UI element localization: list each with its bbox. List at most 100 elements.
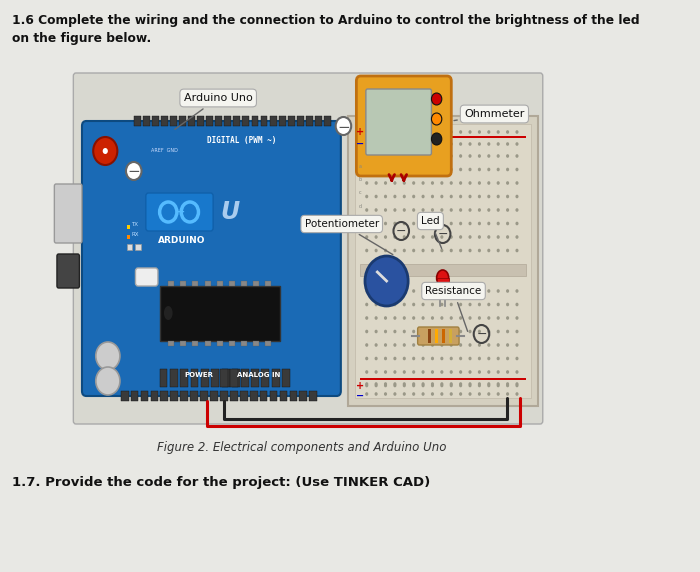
Circle shape xyxy=(431,329,434,333)
Circle shape xyxy=(103,148,108,154)
Circle shape xyxy=(506,343,509,347)
Bar xyxy=(232,369,240,387)
Text: AREF  GND: AREF GND xyxy=(151,148,178,153)
Circle shape xyxy=(393,316,396,320)
Circle shape xyxy=(515,168,519,171)
Circle shape xyxy=(402,181,406,185)
Circle shape xyxy=(365,316,368,320)
Circle shape xyxy=(384,384,387,387)
Circle shape xyxy=(421,329,425,333)
Circle shape xyxy=(412,329,415,333)
Circle shape xyxy=(496,329,500,333)
Bar xyxy=(270,391,277,401)
Ellipse shape xyxy=(164,306,173,320)
FancyBboxPatch shape xyxy=(356,76,452,176)
Bar xyxy=(190,369,199,387)
Circle shape xyxy=(412,357,415,360)
Text: +: + xyxy=(176,207,185,217)
Circle shape xyxy=(402,289,406,293)
Circle shape xyxy=(402,343,406,347)
Bar xyxy=(270,116,276,126)
Circle shape xyxy=(384,392,387,396)
Bar xyxy=(136,244,141,250)
Circle shape xyxy=(374,392,378,396)
Circle shape xyxy=(506,142,509,146)
Text: Led: Led xyxy=(421,216,442,248)
Circle shape xyxy=(468,289,472,293)
Circle shape xyxy=(459,235,462,239)
Circle shape xyxy=(515,316,519,320)
Circle shape xyxy=(487,357,491,360)
Circle shape xyxy=(506,303,509,306)
Text: POWER: POWER xyxy=(184,372,213,378)
Circle shape xyxy=(374,130,378,134)
Circle shape xyxy=(393,343,396,347)
Circle shape xyxy=(468,142,472,146)
Bar xyxy=(193,281,199,286)
Circle shape xyxy=(515,384,519,387)
Bar xyxy=(127,225,130,229)
Circle shape xyxy=(402,370,406,374)
Circle shape xyxy=(468,168,472,171)
Circle shape xyxy=(402,392,406,396)
Circle shape xyxy=(365,181,368,185)
Circle shape xyxy=(496,382,500,386)
Circle shape xyxy=(412,249,415,252)
Circle shape xyxy=(365,370,368,374)
Circle shape xyxy=(506,384,509,387)
Circle shape xyxy=(402,154,406,158)
Circle shape xyxy=(384,130,387,134)
Bar xyxy=(152,116,159,126)
Circle shape xyxy=(487,235,491,239)
Circle shape xyxy=(440,208,443,212)
Text: Resistance: Resistance xyxy=(426,286,482,331)
Circle shape xyxy=(431,357,434,360)
Circle shape xyxy=(449,181,453,185)
Circle shape xyxy=(459,303,462,306)
Circle shape xyxy=(393,370,396,374)
FancyBboxPatch shape xyxy=(146,193,213,231)
Text: Ohmmeter: Ohmmeter xyxy=(454,109,524,121)
Circle shape xyxy=(412,316,415,320)
Circle shape xyxy=(468,222,472,225)
Circle shape xyxy=(487,194,491,198)
Bar xyxy=(216,341,223,346)
Circle shape xyxy=(402,168,406,171)
Circle shape xyxy=(487,316,491,320)
Circle shape xyxy=(374,194,378,198)
Circle shape xyxy=(449,382,453,386)
Circle shape xyxy=(431,343,434,347)
Text: ANALOG IN: ANALOG IN xyxy=(237,372,281,378)
Circle shape xyxy=(365,256,408,306)
Circle shape xyxy=(365,357,368,360)
Circle shape xyxy=(515,154,519,158)
Circle shape xyxy=(478,208,481,212)
Bar xyxy=(435,329,438,343)
Bar xyxy=(204,341,211,346)
Circle shape xyxy=(393,194,396,198)
Circle shape xyxy=(487,384,491,387)
Bar xyxy=(190,391,198,401)
Bar xyxy=(143,116,150,126)
Circle shape xyxy=(440,357,443,360)
Circle shape xyxy=(487,168,491,171)
Circle shape xyxy=(515,249,519,252)
Circle shape xyxy=(449,154,453,158)
Text: d: d xyxy=(358,204,361,209)
Circle shape xyxy=(374,370,378,374)
Circle shape xyxy=(468,208,472,212)
Circle shape xyxy=(393,142,396,146)
Circle shape xyxy=(478,222,481,225)
Circle shape xyxy=(393,392,396,396)
Circle shape xyxy=(496,181,500,185)
Circle shape xyxy=(496,370,500,374)
Circle shape xyxy=(374,235,378,239)
Bar xyxy=(241,369,248,387)
Ellipse shape xyxy=(437,270,449,286)
Circle shape xyxy=(412,343,415,347)
Circle shape xyxy=(468,329,472,333)
Circle shape xyxy=(402,130,406,134)
Circle shape xyxy=(365,235,368,239)
Bar xyxy=(297,116,304,126)
Circle shape xyxy=(365,142,368,146)
